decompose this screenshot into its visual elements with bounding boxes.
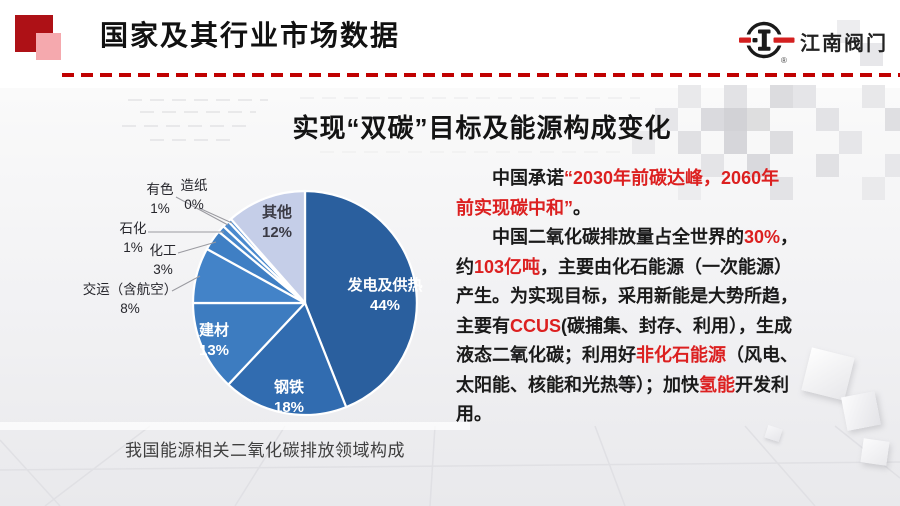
highlighted-text: 30% <box>744 227 781 247</box>
pie-slice <box>303 189 418 409</box>
body-text-line: 主要有CCUS(碳捕集、封存、利用），生成 <box>456 312 806 342</box>
plain-text: 主要有 <box>456 315 510 336</box>
highlighted-text: 非化石能源 <box>636 345 726 365</box>
valve-logo-icon: ® <box>738 21 795 64</box>
highlighted-text: “2030年前碳达峰，2060年 <box>564 168 780 188</box>
plain-text: 太阳能、核能和光热等）；加快 <box>456 374 699 395</box>
plain-text: ， <box>780 227 799 247</box>
highlighted-text: CCUS <box>510 315 562 336</box>
logo-text: 江南阀门 <box>800 32 888 55</box>
highlighted-text: 103亿吨 <box>474 256 541 277</box>
plain-text: 用。 <box>456 404 492 424</box>
pie-slice <box>191 301 307 386</box>
body-text-line: 太阳能、核能和光热等）；加快氢能开发利 <box>456 371 806 401</box>
pie-label-others: 其他 12% <box>261 204 293 241</box>
pie-chart <box>148 189 418 417</box>
pie-label-petrochemical: 石化 1% <box>119 221 147 255</box>
body-text-line: 前实现碳中和”。 <box>456 194 806 224</box>
pie-slice <box>229 189 307 305</box>
plain-text: 开发利 <box>735 374 789 395</box>
cube-decoration <box>841 391 881 431</box>
body-text-line: 中国二氧化碳排放量占全世界的30%， <box>456 223 806 253</box>
pie-leader-line <box>198 207 233 224</box>
cube-decoration <box>860 438 890 466</box>
body-text: 中国承诺“2030年前碳达峰，2060年 前实现碳中和”。 中国二氧化碳排放量占全世… <box>456 164 806 430</box>
plain-text: 产生。为实现目标，采用新能是大势所趋， <box>456 286 798 306</box>
plain-text: 中国二氧化碳排放量占全世界的 <box>492 227 744 247</box>
body-text-line: 约103亿吨，主要由化石能源（一次能源） <box>456 253 806 283</box>
highlighted-text: 氢能 <box>699 374 735 395</box>
plain-text: 。 <box>573 197 591 218</box>
body-text-line: 中国承诺“2030年前碳达峰，2060年 <box>456 164 806 194</box>
body-text-line: 产生。为实现目标，采用新能是大势所趋， <box>456 282 806 312</box>
plain-text: (碳捕集、封存、利用），生成 <box>561 315 793 336</box>
body-text-line: 液态二氧化碳；利用好非化石能源（风电、 <box>456 341 806 371</box>
pie-label-building-materials: 建材 13% <box>198 322 230 359</box>
plain-text: （风电、 <box>726 345 798 365</box>
pie-label-transport: 交运（含航空） 8% <box>82 282 178 316</box>
pie-leader-line <box>171 275 201 292</box>
pie-label-steel: 钢铁 18% <box>273 379 305 416</box>
plain-text: 液态二氧化碳；利用好 <box>456 345 636 365</box>
plain-text: 约 <box>456 256 474 277</box>
pie-label-nonferrous: 有色 1% <box>146 182 174 216</box>
pie-label-chemical: 化工 3% <box>149 243 177 277</box>
pie-slice <box>227 301 348 417</box>
header-accent-pink-square <box>36 33 61 60</box>
company-logo: ® 江南阀门 <box>738 18 888 64</box>
pie-label-power-heat: 发电及供热 44% <box>347 277 423 314</box>
pie-leader-line <box>177 241 217 254</box>
header-divider-dashed-line <box>62 73 900 77</box>
body-text-line: 用。 <box>456 400 806 430</box>
pie-label-paper: 造纸 0% <box>180 178 208 212</box>
svg-text:®: ® <box>781 56 787 64</box>
chart-caption: 我国能源相关二氧化碳排放领域构成 <box>125 441 405 460</box>
slide-title: 实现“双碳”目标及能源构成变化 <box>292 113 672 143</box>
plain-text: ，主要由化石能源（一次能源） <box>540 256 793 277</box>
highlighted-text: 前实现碳中和” <box>456 197 573 218</box>
page-title: 国家及其行业市场数据 <box>100 20 401 51</box>
pie-leader-line <box>175 196 229 226</box>
plain-text: 中国承诺 <box>492 168 564 188</box>
